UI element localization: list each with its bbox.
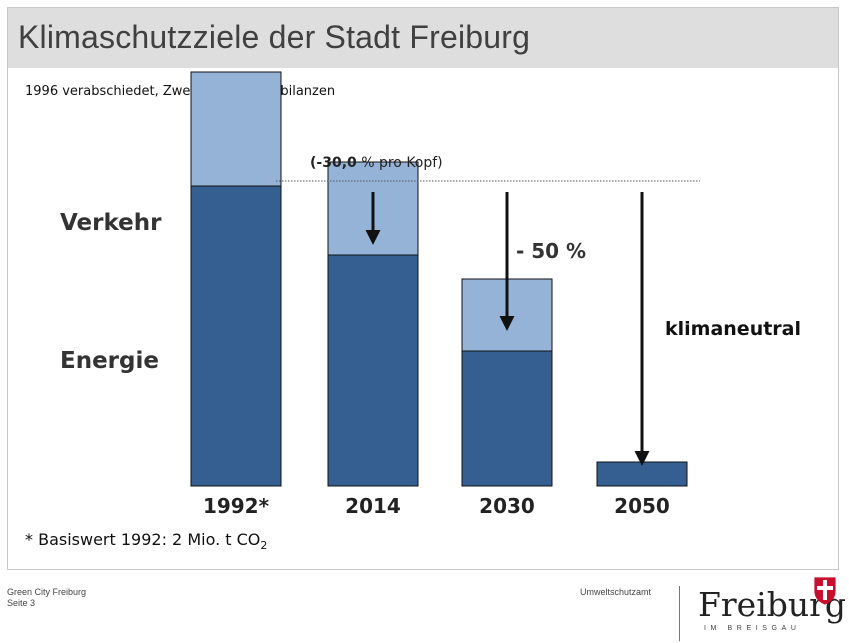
x-tick-label: 2050 <box>614 494 670 518</box>
reduction-label: - 50 % <box>516 239 586 263</box>
bar-energie-1992 <box>190 185 282 487</box>
legend-energie: Energie <box>60 348 159 374</box>
labels-layer: 1992* 2014 2030 2050 <box>203 494 670 518</box>
reference-annotation: (-30,0 % pro Kopf) <box>310 155 443 171</box>
x-tick-label: 2030 <box>479 494 535 518</box>
x-tick-label: 2014 <box>345 494 401 518</box>
bar-verkehr-1992 <box>190 71 282 187</box>
slide-frame: Klimaschutzziele der Stadt Freiburg <box>7 7 839 570</box>
title-bar: Klimaschutzziele der Stadt Freiburg <box>8 8 838 68</box>
footer-page: Seite 3 <box>7 598 36 608</box>
logo-subline: IM BREISGAU <box>704 625 801 632</box>
footnote: * Basiswert 1992: 2 Mio. t CO2 <box>25 530 268 553</box>
legend-verkehr: Verkehr <box>60 210 162 236</box>
footer-divider <box>679 586 680 641</box>
x-tick-label: 1992* <box>203 494 270 518</box>
bar-energie-2030 <box>461 350 553 487</box>
bars-layer <box>190 71 688 487</box>
footer-department: Umweltschutzamt <box>580 587 652 597</box>
shield-icon <box>814 577 836 605</box>
footer-brand: Green City Freiburg <box>7 587 87 597</box>
slide-title: Klimaschutzziele der Stadt Freiburg <box>18 19 531 55</box>
bar-energie-2050 <box>596 461 688 487</box>
footer-left: Green City Freiburg Seite 3 <box>7 587 86 609</box>
target-label: klimaneutral <box>665 318 801 340</box>
bar-energie-2014 <box>327 254 419 487</box>
